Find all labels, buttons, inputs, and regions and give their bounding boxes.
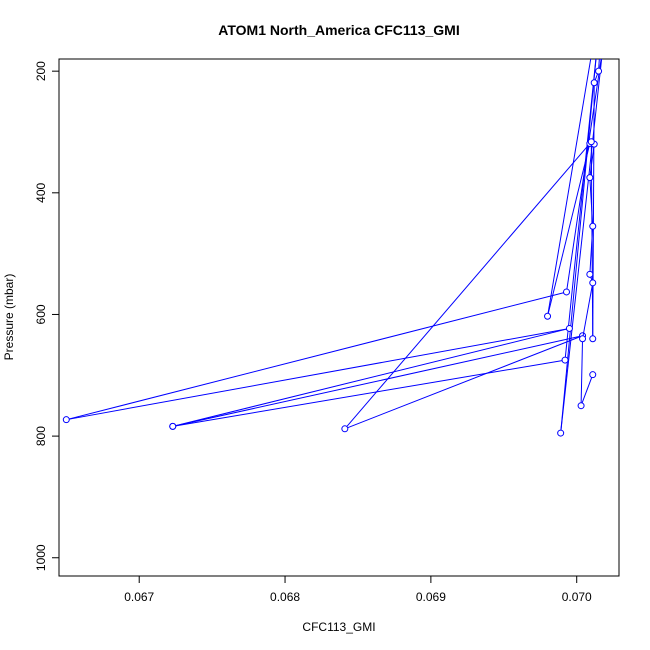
series-segment xyxy=(560,59,597,434)
series-segment xyxy=(598,59,600,72)
data-point xyxy=(586,270,594,278)
data-point xyxy=(589,335,597,343)
series-segment xyxy=(547,59,592,317)
data-point xyxy=(586,174,594,182)
data-point xyxy=(590,79,598,87)
data-point xyxy=(557,429,565,437)
y-tick-label: 400 xyxy=(34,182,48,202)
data-point xyxy=(594,44,600,50)
series-segment xyxy=(344,143,591,430)
plot-frame xyxy=(58,58,620,577)
chart-title: ATOM1 North_America CFC113_GMI xyxy=(218,22,459,38)
series-segment xyxy=(580,338,584,406)
data-point xyxy=(589,371,597,379)
data-point xyxy=(600,44,606,50)
series-segment xyxy=(547,143,591,317)
data-point xyxy=(341,425,349,433)
x-axis: 0.067 0.068 0.069 0.070 xyxy=(124,575,592,604)
x-tick-label: 0.067 xyxy=(124,590,154,604)
series-segment xyxy=(592,82,595,339)
data-point xyxy=(590,44,596,50)
y-tick-label: 1000 xyxy=(34,544,48,571)
data-layer xyxy=(62,44,606,437)
data-point xyxy=(561,356,569,364)
x-tick-label: 0.069 xyxy=(416,590,446,604)
y-axis: 200 400 600 800 1000 xyxy=(34,61,60,571)
data-point xyxy=(577,402,585,410)
x-axis-label: CFC113_GMI xyxy=(302,620,375,634)
series-segment xyxy=(564,59,597,361)
series-segment xyxy=(344,335,583,430)
series-segment xyxy=(172,327,570,427)
data-point xyxy=(565,324,573,332)
series-segment xyxy=(172,359,566,427)
data-point xyxy=(169,422,177,430)
series-segment xyxy=(580,374,594,406)
series-segment xyxy=(66,291,567,421)
y-tick-label: 200 xyxy=(34,61,48,81)
data-point xyxy=(589,222,597,230)
series-segment xyxy=(560,59,603,434)
series-segment xyxy=(172,335,583,427)
series-1 xyxy=(62,44,606,437)
x-tick-label: 0.068 xyxy=(270,590,300,604)
y-tick-label: 800 xyxy=(34,426,48,446)
x-tick-label: 0.070 xyxy=(562,590,592,604)
y-tick-label: 600 xyxy=(34,304,48,324)
data-point xyxy=(62,416,70,424)
series-segment xyxy=(66,327,570,421)
data-point xyxy=(544,312,552,320)
series-segment xyxy=(582,282,594,339)
data-point xyxy=(579,335,587,343)
data-point xyxy=(563,288,570,296)
data-point xyxy=(597,44,603,50)
data-point xyxy=(595,67,603,75)
data-point xyxy=(589,279,597,287)
data-point xyxy=(587,138,595,146)
y-axis-label: Pressure (mbar) xyxy=(2,274,16,361)
series-2 xyxy=(577,44,603,410)
